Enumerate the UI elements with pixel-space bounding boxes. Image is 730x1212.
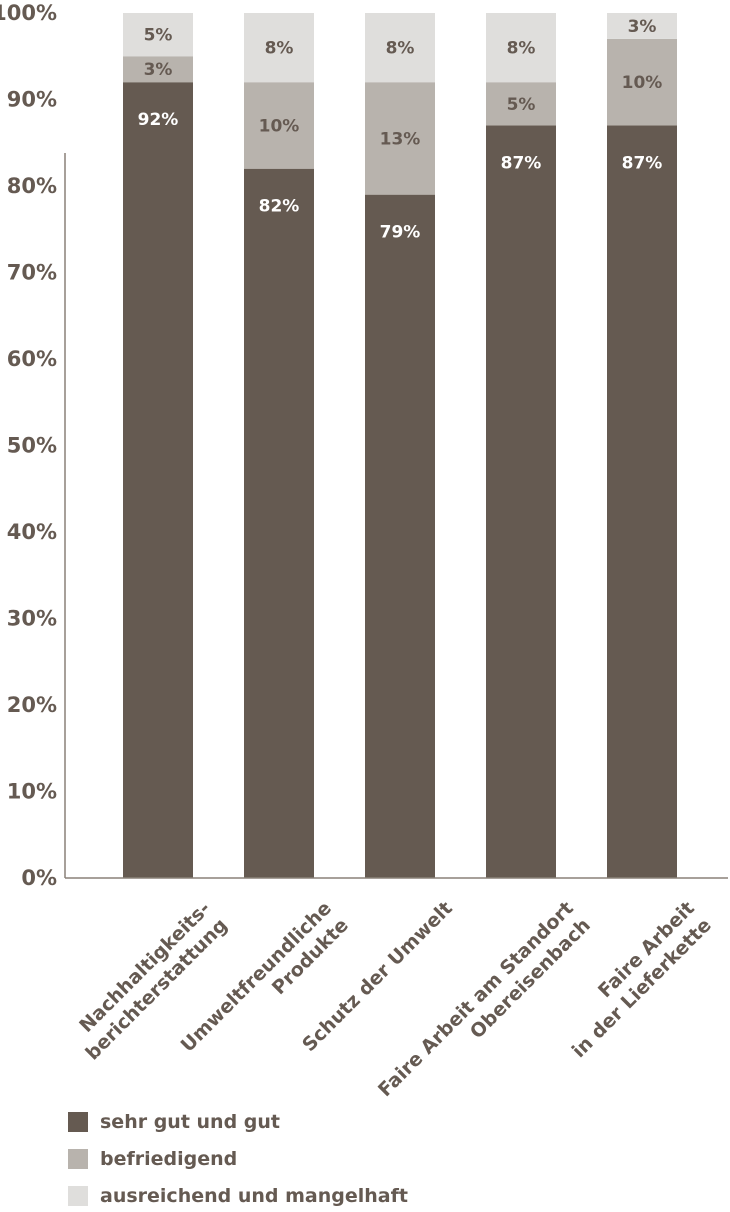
bar-stack: 87% 5% 8% [486,13,556,878]
y-tick-label: 30% [7,607,57,631]
bar-segment [365,13,435,83]
bar-segment [607,125,677,878]
legend-item: ausreichend und mangelhaft [68,1185,408,1207]
legend: sehr gut und gut befriedigend ausreichend … [68,1111,408,1207]
bar-segment [123,56,193,83]
bar-segment [365,82,435,195]
bar-segment [244,82,314,169]
bar-segment [607,13,677,39]
bar-stack: 82% 10% 8% [244,13,314,878]
legend-item: befriedigend [68,1148,237,1170]
y-tick-label: 10% [7,780,57,804]
y-tick-label: 40% [7,520,57,544]
y-tick-label: 20% [7,693,57,717]
bar-segment [123,82,193,878]
data-label: 10% [622,73,663,93]
bar-segment [123,13,193,57]
data-label: 5% [144,26,173,46]
x-category-label-line: Faire Arbeit am Standort [374,897,578,1101]
data-label: 3% [628,17,657,37]
bar-stack: 92% 3% 5% [123,13,193,878]
data-label: 87% [501,153,542,173]
y-axis: 0% 10% 20% 30% 40% 50% 60% 70% 80% 90% 100% [0,1,66,890]
data-label: 82% [259,197,300,217]
bar-stack: 87% 10% 3% [607,13,677,878]
y-tick-label: 100% [0,1,57,25]
legend-swatch [68,1149,88,1169]
y-tick-label: 60% [7,347,57,371]
legend-label: ausreichend und mangelhaft [100,1185,408,1207]
y-tick-label: 50% [7,434,57,458]
data-label: 3% [144,60,173,80]
y-tick-label: 0% [21,866,57,890]
y-tick-label: 70% [7,261,57,285]
bar-segment [486,125,556,878]
bar-segment [244,168,314,878]
data-label: 13% [380,129,421,149]
legend-swatch [68,1112,88,1132]
y-tick-label: 80% [7,174,57,198]
legend-label: befriedigend [100,1148,237,1170]
data-label: 8% [507,39,536,59]
data-label: 8% [386,39,415,59]
y-tick-label: 90% [7,88,57,112]
x-category-label-line: in der Lieferkette [568,914,716,1062]
data-label: 10% [259,116,300,136]
bar-segment [244,13,314,83]
bar-segment [365,194,435,878]
legend-label: sehr gut und gut [100,1111,280,1133]
data-label: 5% [507,95,536,115]
bar-segment [607,38,677,126]
bar-segment [486,82,556,126]
bar-segment [486,13,556,83]
x-category-label-line: berichterstattung [82,914,232,1064]
bar-stack: 79% 13% 8% [365,13,435,878]
bars: 92% 3% 5% 82% 10% 8% 79% 13% 8% 87% 5% 8% 87% 10% 3% [123,13,677,878]
legend-swatch [68,1186,88,1206]
data-label: 87% [622,153,663,173]
data-label: 79% [380,223,421,243]
legend-item: sehr gut und gut [68,1111,280,1133]
data-label: 92% [138,110,179,130]
data-label: 8% [265,39,294,59]
x-axis: Nachhaltigkeits-berichterstattungUmweltf… [65,877,728,1101]
